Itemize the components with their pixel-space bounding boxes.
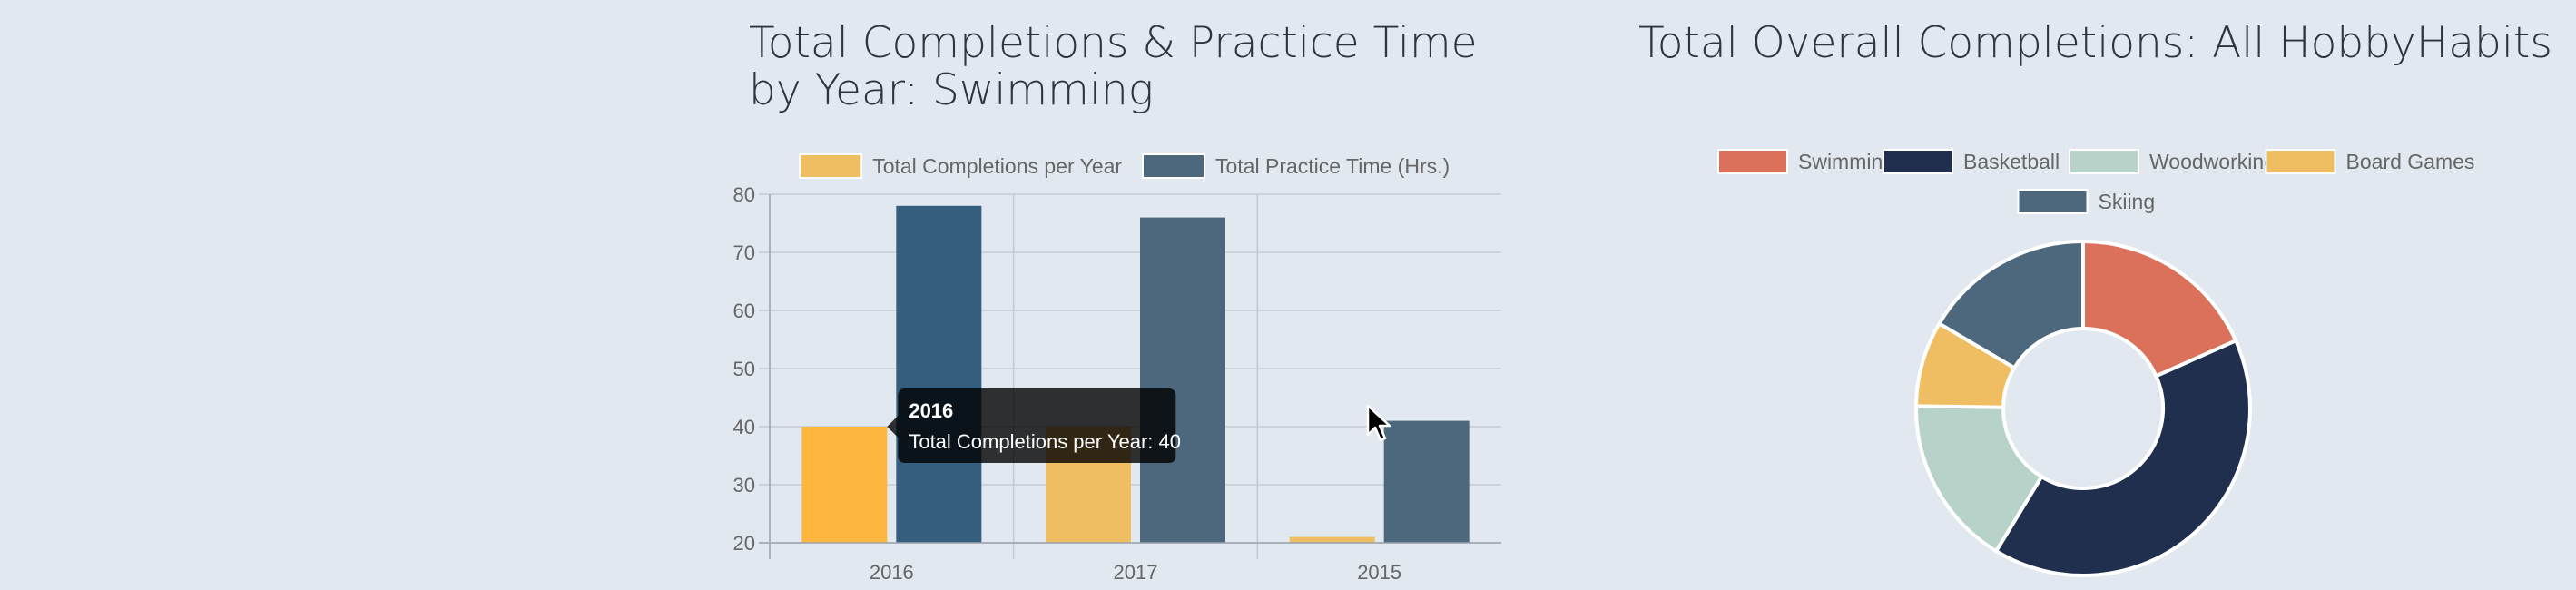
bar-axis: 20 30 40 50 60 70 80 2016 2017 2015 (733, 183, 1501, 584)
x-tick-label: 2015 (1357, 561, 1401, 584)
bar-chart-panel: Total Completions & Practice Time by Yea… (733, 0, 1525, 590)
x-tick-label: 2017 (1114, 561, 1158, 584)
y-tick-label: 30 (733, 474, 755, 497)
bar-series (801, 205, 1470, 544)
y-tick-label: 20 (733, 532, 755, 555)
pie-legend-label: Board Games (2346, 150, 2475, 173)
tooltip-box (887, 388, 1176, 463)
y-tick-label: 50 (733, 358, 755, 380)
bar[interactable] (1289, 536, 1375, 543)
bar-legend-swatch[interactable] (799, 153, 863, 179)
donut-chart[interactable]: Swimming Basketball Woodworking Board Games… (1616, 0, 2523, 590)
pie-legend-swatch[interactable] (2017, 189, 2089, 214)
pie-slice[interactable] (1936, 239, 2085, 371)
pie-slice[interactable] (1993, 338, 2252, 577)
pie-slice[interactable] (1914, 404, 2044, 554)
pie-legend-swatch[interactable] (1883, 149, 1953, 174)
x-tick-label: 2016 (870, 561, 914, 584)
pie-legend-swatch[interactable] (1717, 149, 1788, 174)
pie-chart-title: Total Overall Completions: All HobbyHabi… (1638, 18, 2552, 68)
pie-slice[interactable] (2081, 239, 2238, 379)
pie-legend: Swimming Basketball Woodworking Board Games… (1717, 149, 2475, 214)
pie-legend-label: Swimming (1798, 150, 1894, 173)
bar-chart[interactable]: Total Completions per Year Total Practice… (733, 0, 1525, 590)
bar-legend-label: Total Practice Time (Hrs.) (1215, 154, 1450, 178)
y-tick-label: 60 (733, 300, 755, 322)
bar[interactable] (801, 427, 888, 543)
pie-legend-label: Skiing (2099, 190, 2156, 213)
bar-tooltip: 2016 Total Completions per Year: 40 (887, 388, 1181, 463)
bar-legend: Total Completions per Year Total Practice… (799, 153, 1450, 179)
bar-legend-swatch[interactable] (1142, 153, 1205, 179)
tooltip-body: Total Completions per Year: 40 (909, 430, 1181, 453)
pie-legend-swatch[interactable] (2069, 149, 2139, 174)
pie-legend-label: Basketball (1963, 150, 2060, 173)
pie-legend-label: Woodworking (2149, 150, 2276, 173)
pie-legend-swatch[interactable] (2265, 149, 2336, 174)
mouse-cursor-icon (1366, 404, 1391, 442)
y-tick-label: 40 (733, 416, 755, 438)
bar[interactable] (1383, 420, 1470, 543)
tooltip-title: 2016 (909, 399, 953, 422)
bar-chart-title: Total Completions & Practice Time by Yea… (749, 18, 1478, 115)
bar[interactable] (896, 205, 982, 544)
pie-chart-panel: Total Overall Completions: All HobbyHabi… (1616, 0, 2552, 590)
y-tick-label: 80 (733, 183, 755, 206)
bar-legend-label: Total Completions per Year (872, 154, 1122, 178)
bar[interactable] (1140, 217, 1225, 543)
pie-slices (1913, 239, 2252, 577)
y-tick-label: 70 (733, 241, 755, 264)
